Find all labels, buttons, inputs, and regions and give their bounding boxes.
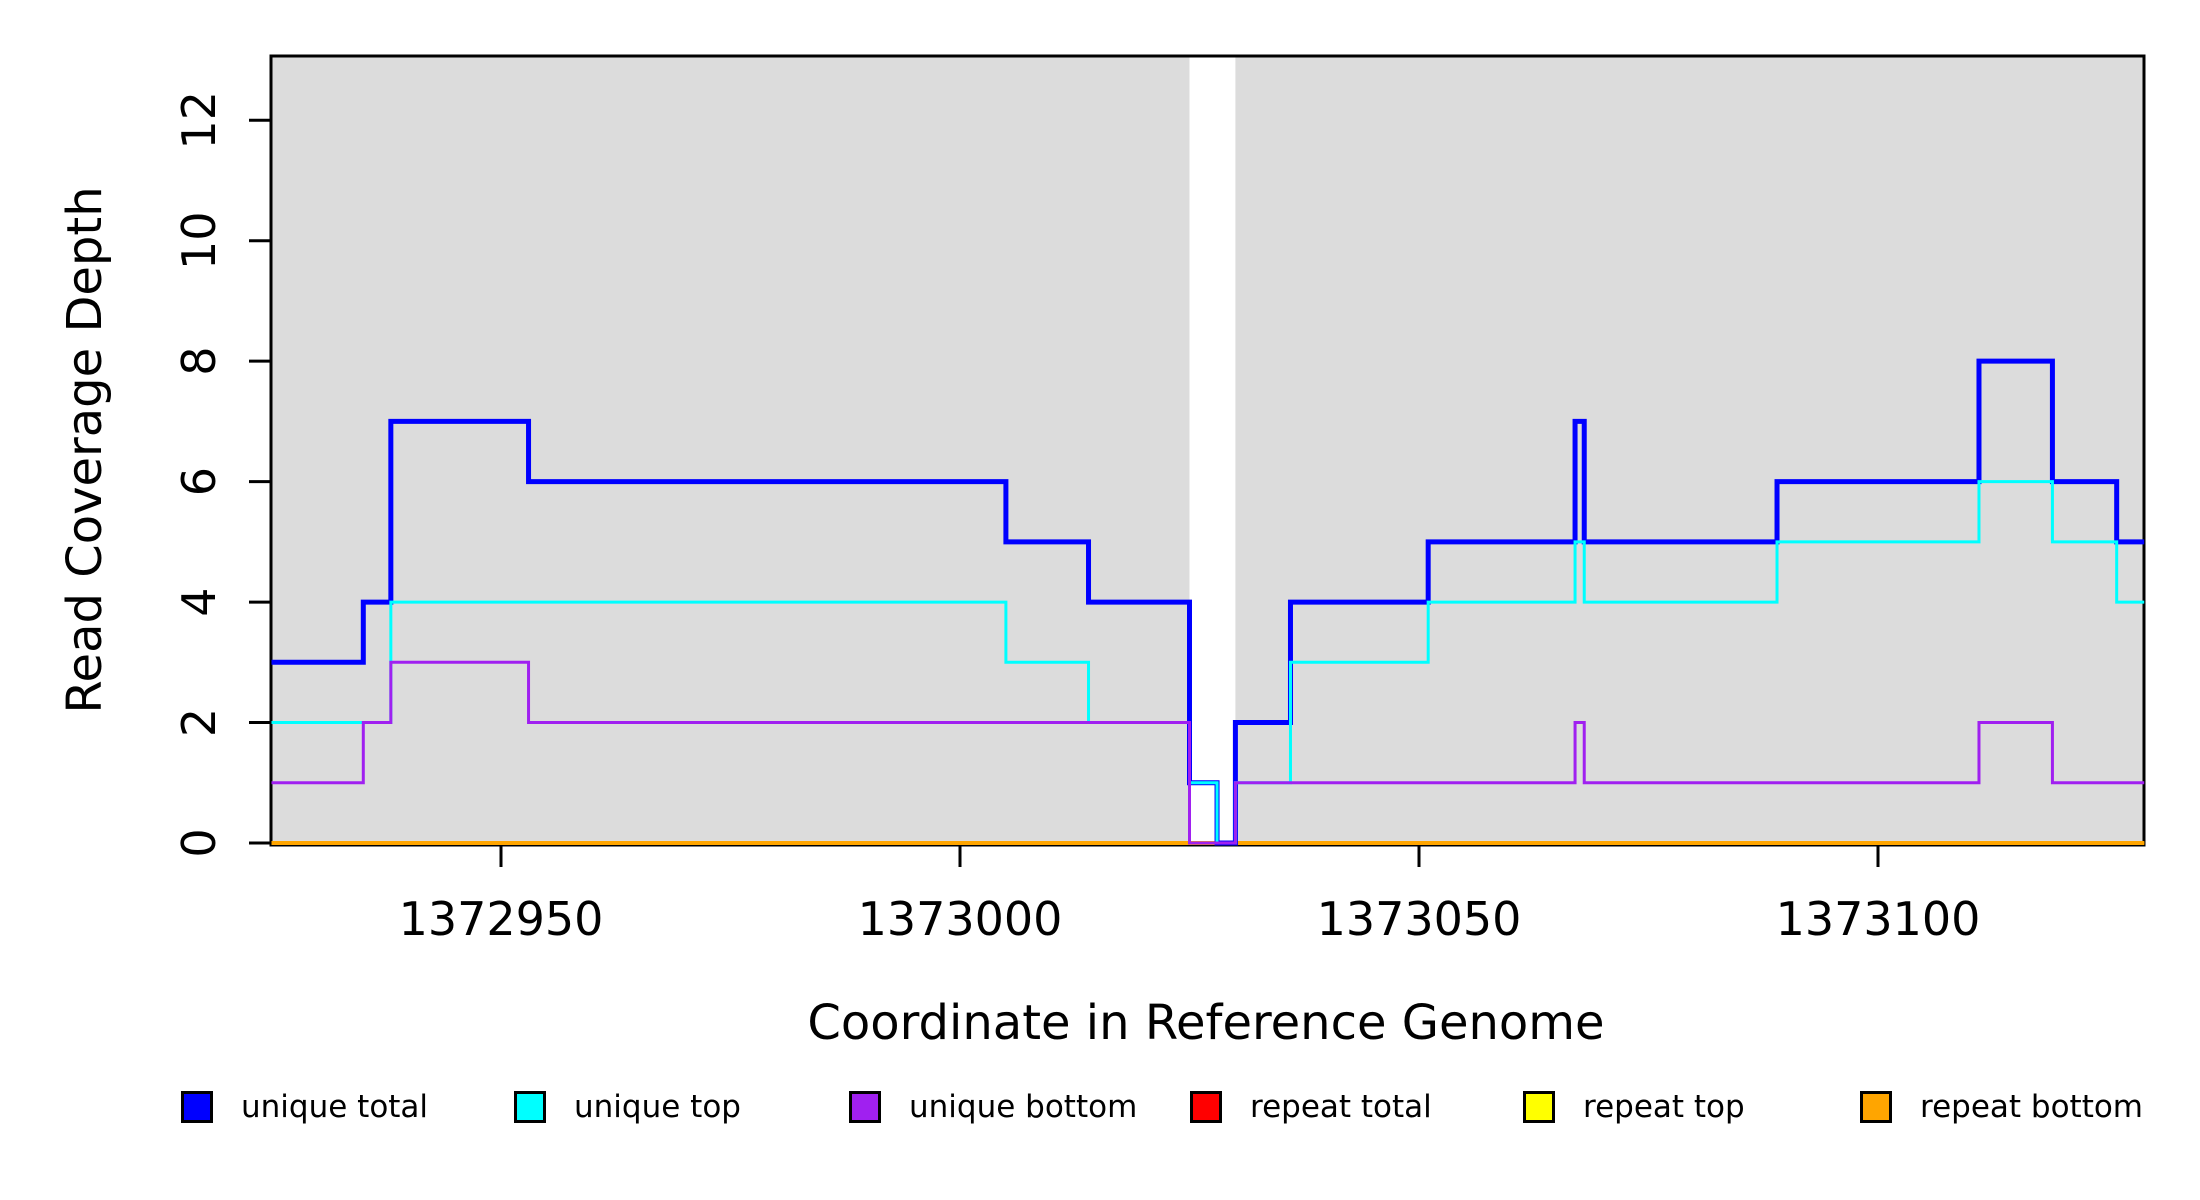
chart-plot-area: 1372950 1373000 1373050 1373100 0 2 4 6 8 10 12 <box>172 54 2146 946</box>
legend-item-unique-bottom: unique bottom <box>849 1090 1137 1124</box>
legend-item-unique-total: unique total <box>181 1090 428 1124</box>
y-tick-label: 0 <box>172 828 226 857</box>
legend-item-repeat-total: repeat total <box>1190 1090 1432 1124</box>
legend-swatch-repeat-bottom <box>1860 1091 1892 1123</box>
y-tick-label: 6 <box>172 467 226 496</box>
y-tick-label: 12 <box>172 91 226 150</box>
series-line-unique-total <box>271 358 2145 846</box>
legend-label-repeat-total: repeat total <box>1250 1089 1432 1125</box>
legend-item-repeat-top: repeat top <box>1523 1090 1745 1124</box>
y-tick-label: 8 <box>172 347 226 376</box>
legend-swatch-unique-bottom <box>849 1091 881 1123</box>
x-tick-label: 1373000 <box>858 892 1063 946</box>
legend-item-unique-top: unique top <box>514 1090 741 1124</box>
y-tick-label: 10 <box>172 211 226 270</box>
x-tick-label: 1372950 <box>399 892 604 946</box>
x-axis-title: Coordinate in Reference Genome <box>807 995 1605 1051</box>
legend-label-unique-bottom: unique bottom <box>909 1089 1138 1125</box>
y-tick-label: 2 <box>172 708 226 737</box>
legend-swatch-repeat-total <box>1190 1091 1222 1123</box>
series-line-unique-top <box>271 480 2145 845</box>
legend-label-unique-total: unique total <box>241 1089 429 1125</box>
panel-background-1 <box>271 56 1190 845</box>
legend-swatch-repeat-top <box>1523 1091 1555 1123</box>
legend-label-unique-top: unique top <box>574 1089 741 1125</box>
x-tick-label: 1373100 <box>1776 892 1981 946</box>
y-tick-label: 4 <box>172 587 226 616</box>
legend-label-repeat-bottom: repeat bottom <box>1920 1089 2144 1125</box>
panel-background-2 <box>1235 56 2145 845</box>
series-line-unique-bottom <box>271 660 2145 845</box>
legend-label-repeat-top: repeat top <box>1583 1089 1745 1125</box>
legend-item-repeat-bottom: repeat bottom <box>1860 1090 2143 1124</box>
x-tick-label: 1373050 <box>1317 892 1522 946</box>
y-axis-title: Read Coverage Depth <box>57 186 113 714</box>
legend-swatch-unique-total <box>181 1091 213 1123</box>
legend-swatch-unique-top <box>514 1091 546 1123</box>
